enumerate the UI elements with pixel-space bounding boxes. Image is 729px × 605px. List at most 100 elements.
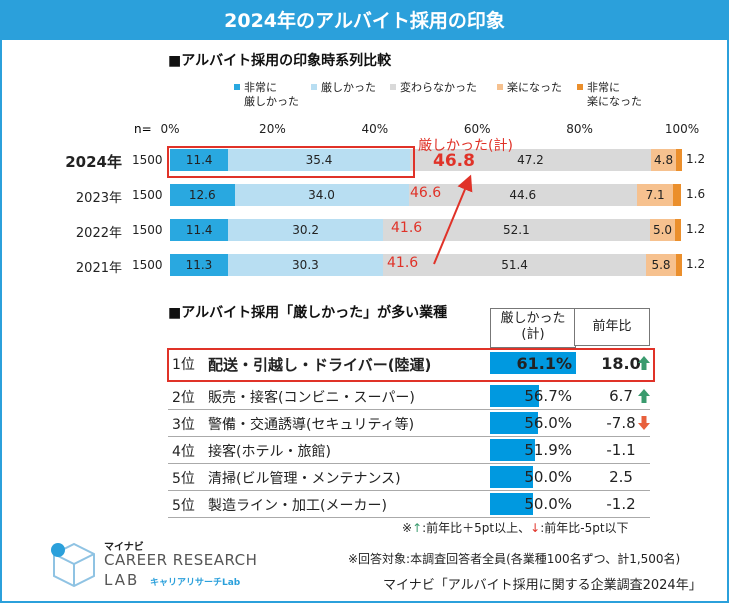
- industry-label: 清掃(ビル管理・メンテナンス): [208, 471, 401, 487]
- pct-bar: [490, 412, 539, 434]
- bar-n-label: 1500: [132, 153, 163, 167]
- legend-swatch: [577, 84, 583, 90]
- x-tick-label: 40%: [361, 122, 389, 136]
- pct-value: 50.0%: [524, 468, 572, 486]
- legend-swatch: [390, 84, 396, 90]
- bar-category-label: 2023年: [75, 191, 122, 206]
- trend-up-icon: [638, 356, 650, 370]
- legend-swatch: [311, 84, 317, 90]
- legend-item: 楽になった: [497, 81, 562, 95]
- logo: マイナビ CAREER RESEARCH LAB キャリアリサーチLab: [48, 538, 258, 594]
- trend-down-icon: [638, 416, 650, 430]
- logo-brand: マイナビ: [104, 542, 144, 553]
- legend-label: 非常に 厳しかった: [244, 81, 299, 108]
- x-tick-label: 60%: [463, 122, 491, 136]
- pct-cell: 51.9%: [490, 437, 576, 463]
- bar-n-label: 1500: [132, 258, 163, 272]
- bar-segment: 5.0: [649, 219, 676, 241]
- industry-label: 警備・交通誘導(セキュリティ等): [208, 417, 415, 433]
- total-value-label: 41.6: [387, 255, 419, 271]
- bar-value-label: 1.2: [686, 152, 706, 166]
- table-row: 5位 清掃(ビル管理・メンテナンス) 50.0% 2.5: [168, 464, 650, 491]
- legend-label: 楽になった: [507, 81, 562, 94]
- pct-cell: 61.1%: [490, 350, 576, 376]
- bar-segment: 51.4: [382, 254, 647, 276]
- bar-value-label: 1.2: [686, 257, 706, 271]
- page-title: 2024年のアルバイト採用の印象: [2, 2, 727, 40]
- bar-segment: 47.2: [409, 149, 652, 171]
- source: マイナビ「アルバイト採用に関する企業調査2024年」: [383, 578, 702, 593]
- table-row: 4位 接客(ホテル・旅館) 51.9% -1.1: [168, 437, 650, 464]
- table-row: 5位 製造ライン・加工(メーカー) 50.0% -1.2: [168, 491, 650, 518]
- pct-cell: 50.0%: [490, 491, 576, 517]
- stacked-bar: 11.4 35.4 47.2 4.8: [170, 149, 682, 171]
- industry-label: 配送・引越し・ドライバー(陸運): [208, 356, 432, 374]
- pct-value: 61.1%: [516, 354, 572, 373]
- bar-segment: 7.1: [636, 184, 674, 206]
- bar-n-label: 1500: [132, 223, 163, 237]
- bar-segment: 12.6: [170, 184, 235, 206]
- pct-value: 50.0%: [524, 495, 572, 513]
- bar-segment: 4.8: [651, 149, 676, 171]
- bar-segment: 35.4: [228, 149, 410, 171]
- bar-category-label: 2024年: [65, 153, 122, 171]
- bar-category-label: 2021年: [75, 261, 122, 276]
- bar-value-label: 1.2: [686, 222, 706, 236]
- yoy-value: 18.0: [601, 354, 641, 373]
- n-label: n=: [134, 122, 152, 136]
- x-tick-label: 80%: [566, 122, 593, 136]
- x-tick-label: 0%: [160, 122, 180, 136]
- down-arrow-icon: ↓: [530, 521, 541, 535]
- pct-bar: [490, 352, 576, 374]
- yoy-value: -1.2: [606, 495, 636, 513]
- legend-label: 非常に 楽になった: [587, 81, 642, 108]
- bar-segment: [675, 149, 682, 171]
- table-title: ■アルバイト採用「厳しかった」が多い業種: [168, 305, 448, 321]
- highlight-box-2024: [167, 146, 415, 178]
- totals-label: 厳しかった(計): [418, 138, 513, 154]
- table-header-yoy: 前年比: [574, 308, 650, 346]
- bar-segment: 5.8: [646, 254, 676, 276]
- cube-logo-icon: [51, 542, 95, 588]
- table-row: 3位 警備・交通誘導(セキュリティ等) 56.0% -7.8: [168, 410, 650, 437]
- total-value-label: 46.8: [433, 151, 475, 171]
- stacked-bar: 11.3 30.3 51.4 5.8: [170, 254, 682, 276]
- logo-line2: LAB: [104, 571, 140, 589]
- total-value-label: 46.6: [410, 185, 442, 201]
- rank-label: 5位: [172, 498, 195, 514]
- bar-segment: [675, 219, 682, 241]
- legend-swatch: [497, 84, 503, 90]
- bar-segment: 11.4: [170, 149, 229, 171]
- yoy-value: 2.5: [609, 468, 633, 486]
- pct-bar: [490, 385, 539, 407]
- bar-segment: 30.3: [227, 254, 383, 276]
- x-tick-label: 20%: [259, 122, 286, 136]
- legend-label: 厳しかった: [321, 81, 376, 94]
- industry-label: 販売・接客(コンビニ・スーパー): [208, 390, 415, 406]
- legend-item: 変わらなかった: [390, 81, 477, 95]
- bar-segment: 11.4: [170, 219, 229, 241]
- pct-value: 56.7%: [524, 387, 572, 405]
- table-header-total: 厳しかった (計): [490, 308, 576, 348]
- x-tick-label: 100%: [664, 122, 700, 136]
- rank-label: 1位: [172, 357, 195, 373]
- bar-segment: [675, 254, 682, 276]
- total-value-label: 41.6: [391, 220, 423, 236]
- rank-label: 5位: [172, 471, 195, 487]
- bar-segment: 11.3: [170, 254, 228, 276]
- pct-cell: 56.0%: [490, 410, 576, 436]
- logo-line1: CAREER RESEARCH: [104, 551, 258, 569]
- pct-bar: [490, 493, 533, 515]
- chart-title: ■アルバイト採用の印象時系列比較: [168, 53, 392, 69]
- legend-item: 非常に 楽になった: [577, 81, 642, 109]
- yoy-value: -1.1: [606, 441, 636, 459]
- logo-sub: キャリアリサーチLab: [150, 578, 241, 588]
- yoy-value: -7.8: [606, 414, 636, 432]
- rank-label: 2位: [172, 390, 195, 406]
- trend-up-icon: [638, 389, 650, 403]
- highlight-box-rank1: [167, 348, 655, 382]
- pct-cell: 50.0%: [490, 464, 576, 490]
- legend-item: 非常に 厳しかった: [234, 81, 299, 109]
